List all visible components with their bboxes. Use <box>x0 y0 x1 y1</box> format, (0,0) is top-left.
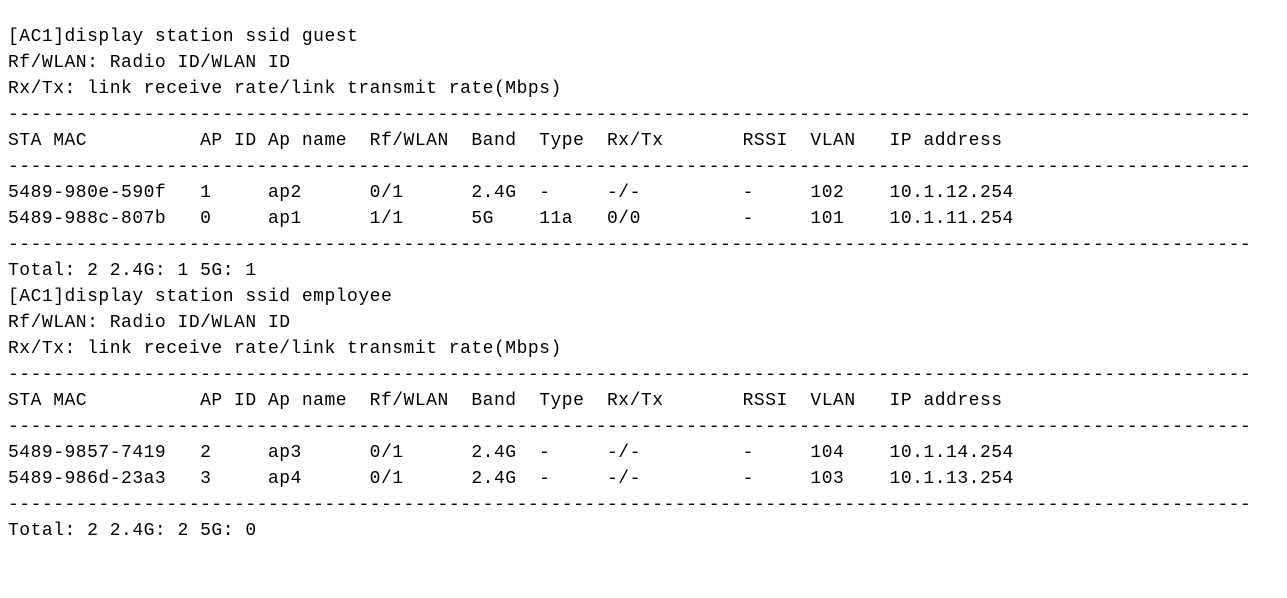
cli-output: [AC1]display station ssid guest Rf/WLAN:… <box>0 18 1287 550</box>
